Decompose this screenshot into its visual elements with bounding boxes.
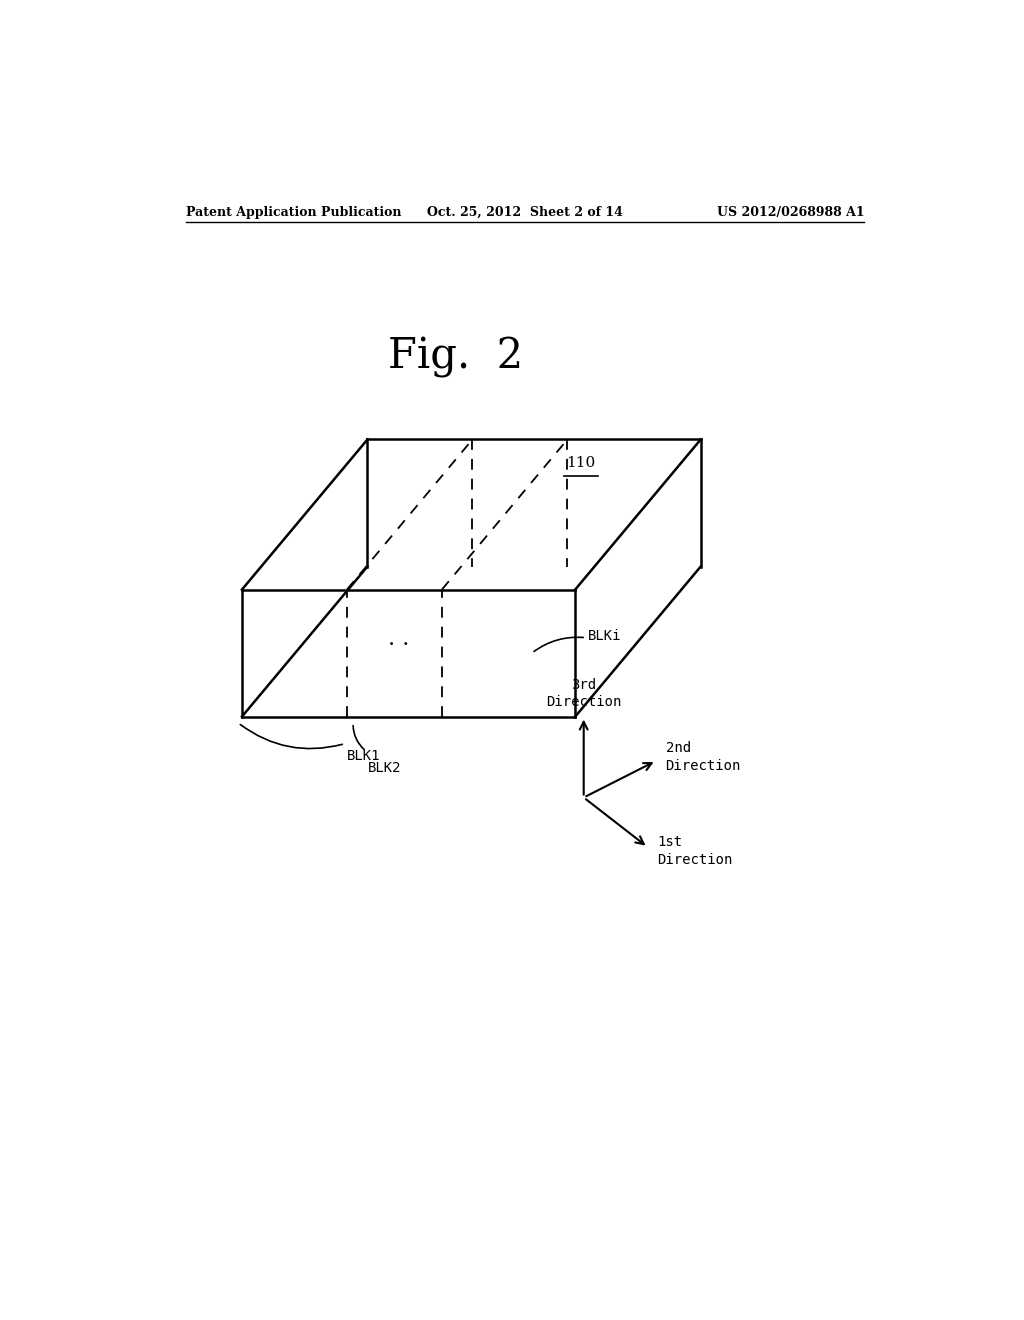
Text: 1st
Direction: 1st Direction <box>657 836 732 867</box>
Text: BLKi: BLKi <box>588 630 622 643</box>
Text: BLK1: BLK1 <box>346 748 380 763</box>
Text: Oct. 25, 2012  Sheet 2 of 14: Oct. 25, 2012 Sheet 2 of 14 <box>427 206 623 219</box>
Text: 2nd
Direction: 2nd Direction <box>666 742 741 772</box>
Text: US 2012/0268988 A1: US 2012/0268988 A1 <box>717 206 864 219</box>
Text: Patent Application Publication: Patent Application Publication <box>186 206 401 219</box>
Text: 110: 110 <box>566 457 595 470</box>
Text: 3rd
Direction: 3rd Direction <box>546 677 622 709</box>
Text: · ·: · · <box>387 635 409 656</box>
Text: Fig.  2: Fig. 2 <box>388 335 523 378</box>
Text: BLK2: BLK2 <box>368 760 401 775</box>
